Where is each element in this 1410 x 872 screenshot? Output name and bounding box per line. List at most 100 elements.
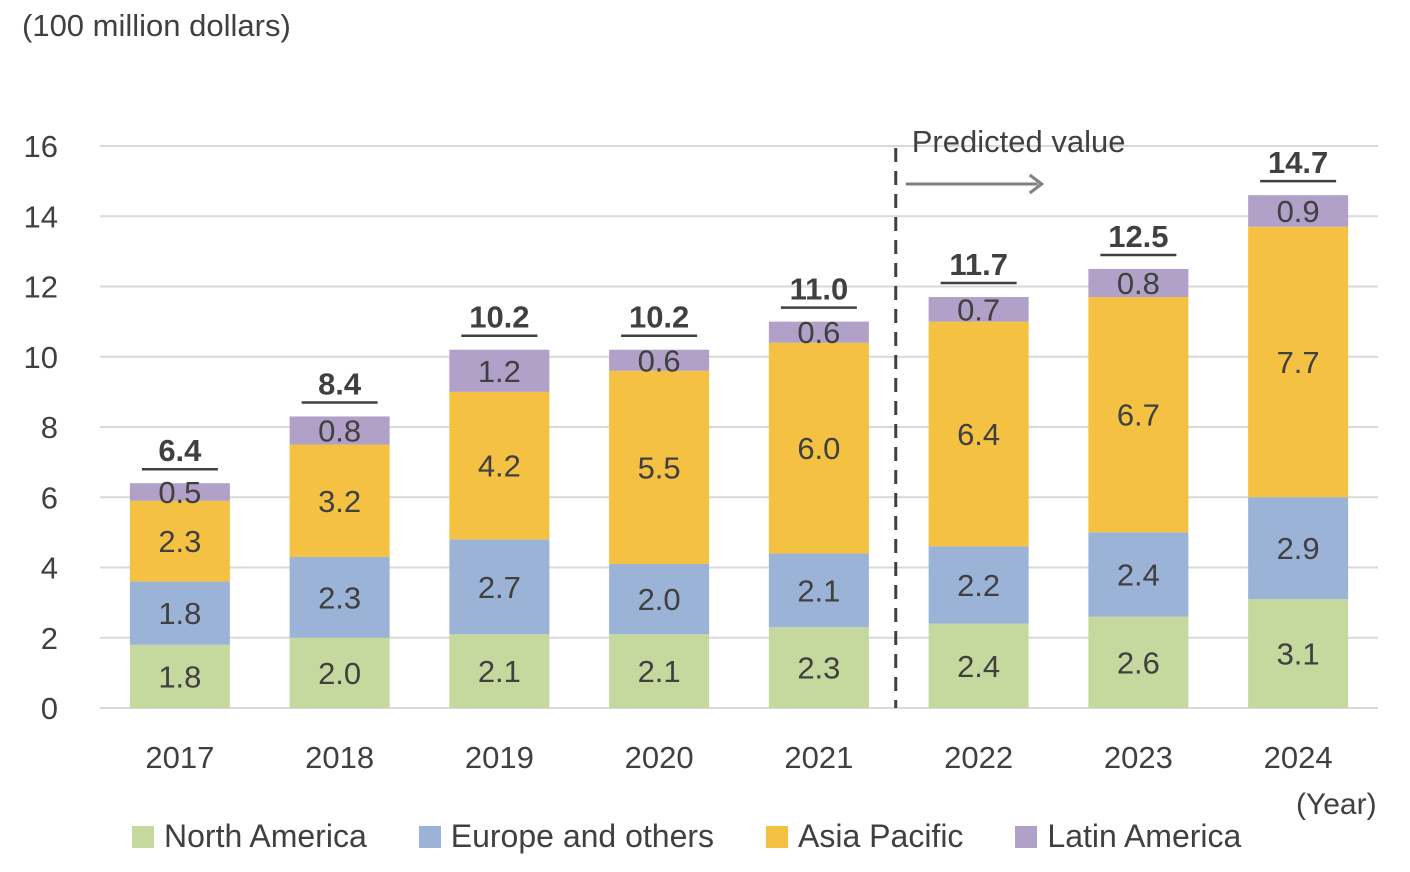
- bar-segment: [768, 321, 869, 343]
- data-label: 2.7: [478, 570, 521, 605]
- bar-segment: [1248, 226, 1349, 498]
- legend-label: Latin America: [1047, 818, 1242, 854]
- x-tick-label: 2020: [625, 740, 694, 775]
- data-label: 2.3: [158, 524, 201, 559]
- prediction-annotation: Predicted value: [894, 124, 1126, 708]
- legend-swatch: [766, 825, 789, 848]
- data-label: 2.1: [797, 573, 840, 608]
- total-label: 10.2: [629, 300, 689, 335]
- data-label: 1.8: [158, 659, 201, 694]
- bar-segment: [609, 634, 710, 708]
- legend-swatch: [132, 825, 154, 848]
- total-label: 12.5: [1108, 219, 1168, 254]
- bar-segment: [289, 556, 390, 638]
- x-tick-label: 2024: [1264, 740, 1333, 775]
- x-tick-label: 2021: [784, 740, 853, 775]
- y-tick-label: 4: [41, 551, 58, 586]
- y-tick-label: 16: [24, 129, 58, 164]
- data-label: 1.8: [158, 596, 201, 631]
- data-label: 2.9: [1277, 531, 1320, 566]
- bar-segment: [1248, 195, 1349, 227]
- data-label: 2.0: [318, 656, 361, 691]
- x-tick-label: 2022: [944, 740, 1013, 775]
- data-label: 2.1: [478, 654, 521, 689]
- total-label: 8.4: [318, 366, 362, 401]
- bar-segment: [609, 563, 710, 635]
- data-label: 2.3: [318, 580, 361, 615]
- data-label: 6.0: [797, 431, 840, 466]
- bar-segment: [129, 483, 230, 501]
- bar-segment: [289, 637, 390, 708]
- data-label: 0.6: [797, 315, 840, 350]
- total-label: 14.7: [1268, 145, 1328, 180]
- y-tick-label: 2: [41, 621, 58, 656]
- legend-item-north-america: North America: [132, 818, 367, 855]
- data-label: 2.0: [638, 582, 681, 617]
- total-label: 11.0: [790, 272, 849, 307]
- x-axis-unit-label: (Year): [1296, 788, 1377, 821]
- bar-segment: [449, 634, 550, 708]
- bars: 1.8 1.8 2.3 0.5 6.4 2.0 2.3 3.2 0.8 8.4 2.1 2.7 4.2 1…: [129, 145, 1349, 708]
- data-label: 1.2: [478, 354, 521, 389]
- legend: North America Europe and others Asia Pac…: [132, 818, 1293, 855]
- y-tick-label: 8: [41, 410, 58, 445]
- bar-segment: [289, 444, 390, 557]
- data-label: 6.4: [957, 417, 1000, 452]
- data-label: 2.4: [957, 649, 1000, 684]
- x-tick-label: 2023: [1104, 740, 1173, 775]
- bar-segment: [928, 321, 1029, 547]
- data-label: 0.6: [638, 343, 681, 378]
- bar-segment: [449, 539, 550, 635]
- bar-segment: [768, 553, 869, 628]
- x-tick-label: 2017: [145, 740, 214, 775]
- data-label: 0.9: [1277, 194, 1320, 229]
- y-axis-unit-label: (100 million dollars): [22, 8, 291, 43]
- y-tick-label: 14: [24, 199, 58, 234]
- bar-segment: [768, 627, 869, 708]
- data-label: 5.5: [638, 450, 681, 485]
- bar-segment: [768, 342, 869, 554]
- bar-segment: [1088, 297, 1189, 533]
- data-label: 7.7: [1277, 345, 1320, 380]
- bar-segment: [1088, 616, 1189, 708]
- data-label: 0.8: [318, 414, 361, 449]
- bar-segment: [129, 581, 230, 645]
- data-label: 0.5: [158, 475, 201, 510]
- legend-label: North America: [164, 818, 367, 854]
- data-label: 2.1: [638, 654, 681, 689]
- legend-swatch: [1015, 825, 1038, 848]
- legend-item-latin-america: Latin America: [1015, 818, 1241, 855]
- data-label: 0.8: [1117, 266, 1160, 301]
- legend-item-europe-and-others: Europe and others: [418, 818, 715, 855]
- bar-segment: [289, 416, 390, 445]
- y-tick-label: 12: [24, 270, 58, 305]
- total-label: 10.2: [469, 300, 529, 335]
- y-tick-label: 10: [24, 340, 58, 375]
- total-label: 6.4: [158, 433, 202, 468]
- legend-item-asia-pacific: Asia Pacific: [766, 818, 963, 855]
- legend-label: Asia Pacific: [798, 818, 964, 854]
- bar-segment: [129, 500, 230, 582]
- bar-segment: [928, 546, 1029, 624]
- bar-segment: [1088, 268, 1189, 298]
- data-label: 2.4: [1117, 558, 1160, 593]
- bar-segment: [1248, 497, 1349, 600]
- data-label: 3.1: [1277, 637, 1320, 672]
- data-label: 2.3: [797, 651, 840, 686]
- data-label: 0.7: [957, 292, 1000, 327]
- data-label: 3.2: [318, 484, 361, 519]
- bar-segment: [609, 349, 710, 371]
- prediction-label: Predicted value: [912, 124, 1126, 159]
- bar-segment: [129, 644, 230, 708]
- y-axis-ticks: 0 2 4 6 8 10 12 14 16: [24, 129, 58, 726]
- x-tick-label: 2018: [305, 740, 374, 775]
- legend-label: Europe and others: [450, 818, 715, 854]
- bar-segment: [928, 297, 1029, 322]
- prediction-arrow-head: [1028, 173, 1045, 195]
- bar-segment: [928, 623, 1029, 708]
- data-label: 2.6: [1117, 645, 1160, 680]
- legend-swatch: [418, 825, 441, 848]
- bar-segment: [609, 370, 710, 564]
- total-label: 11.7: [949, 247, 1008, 282]
- bar-segment: [1088, 532, 1189, 617]
